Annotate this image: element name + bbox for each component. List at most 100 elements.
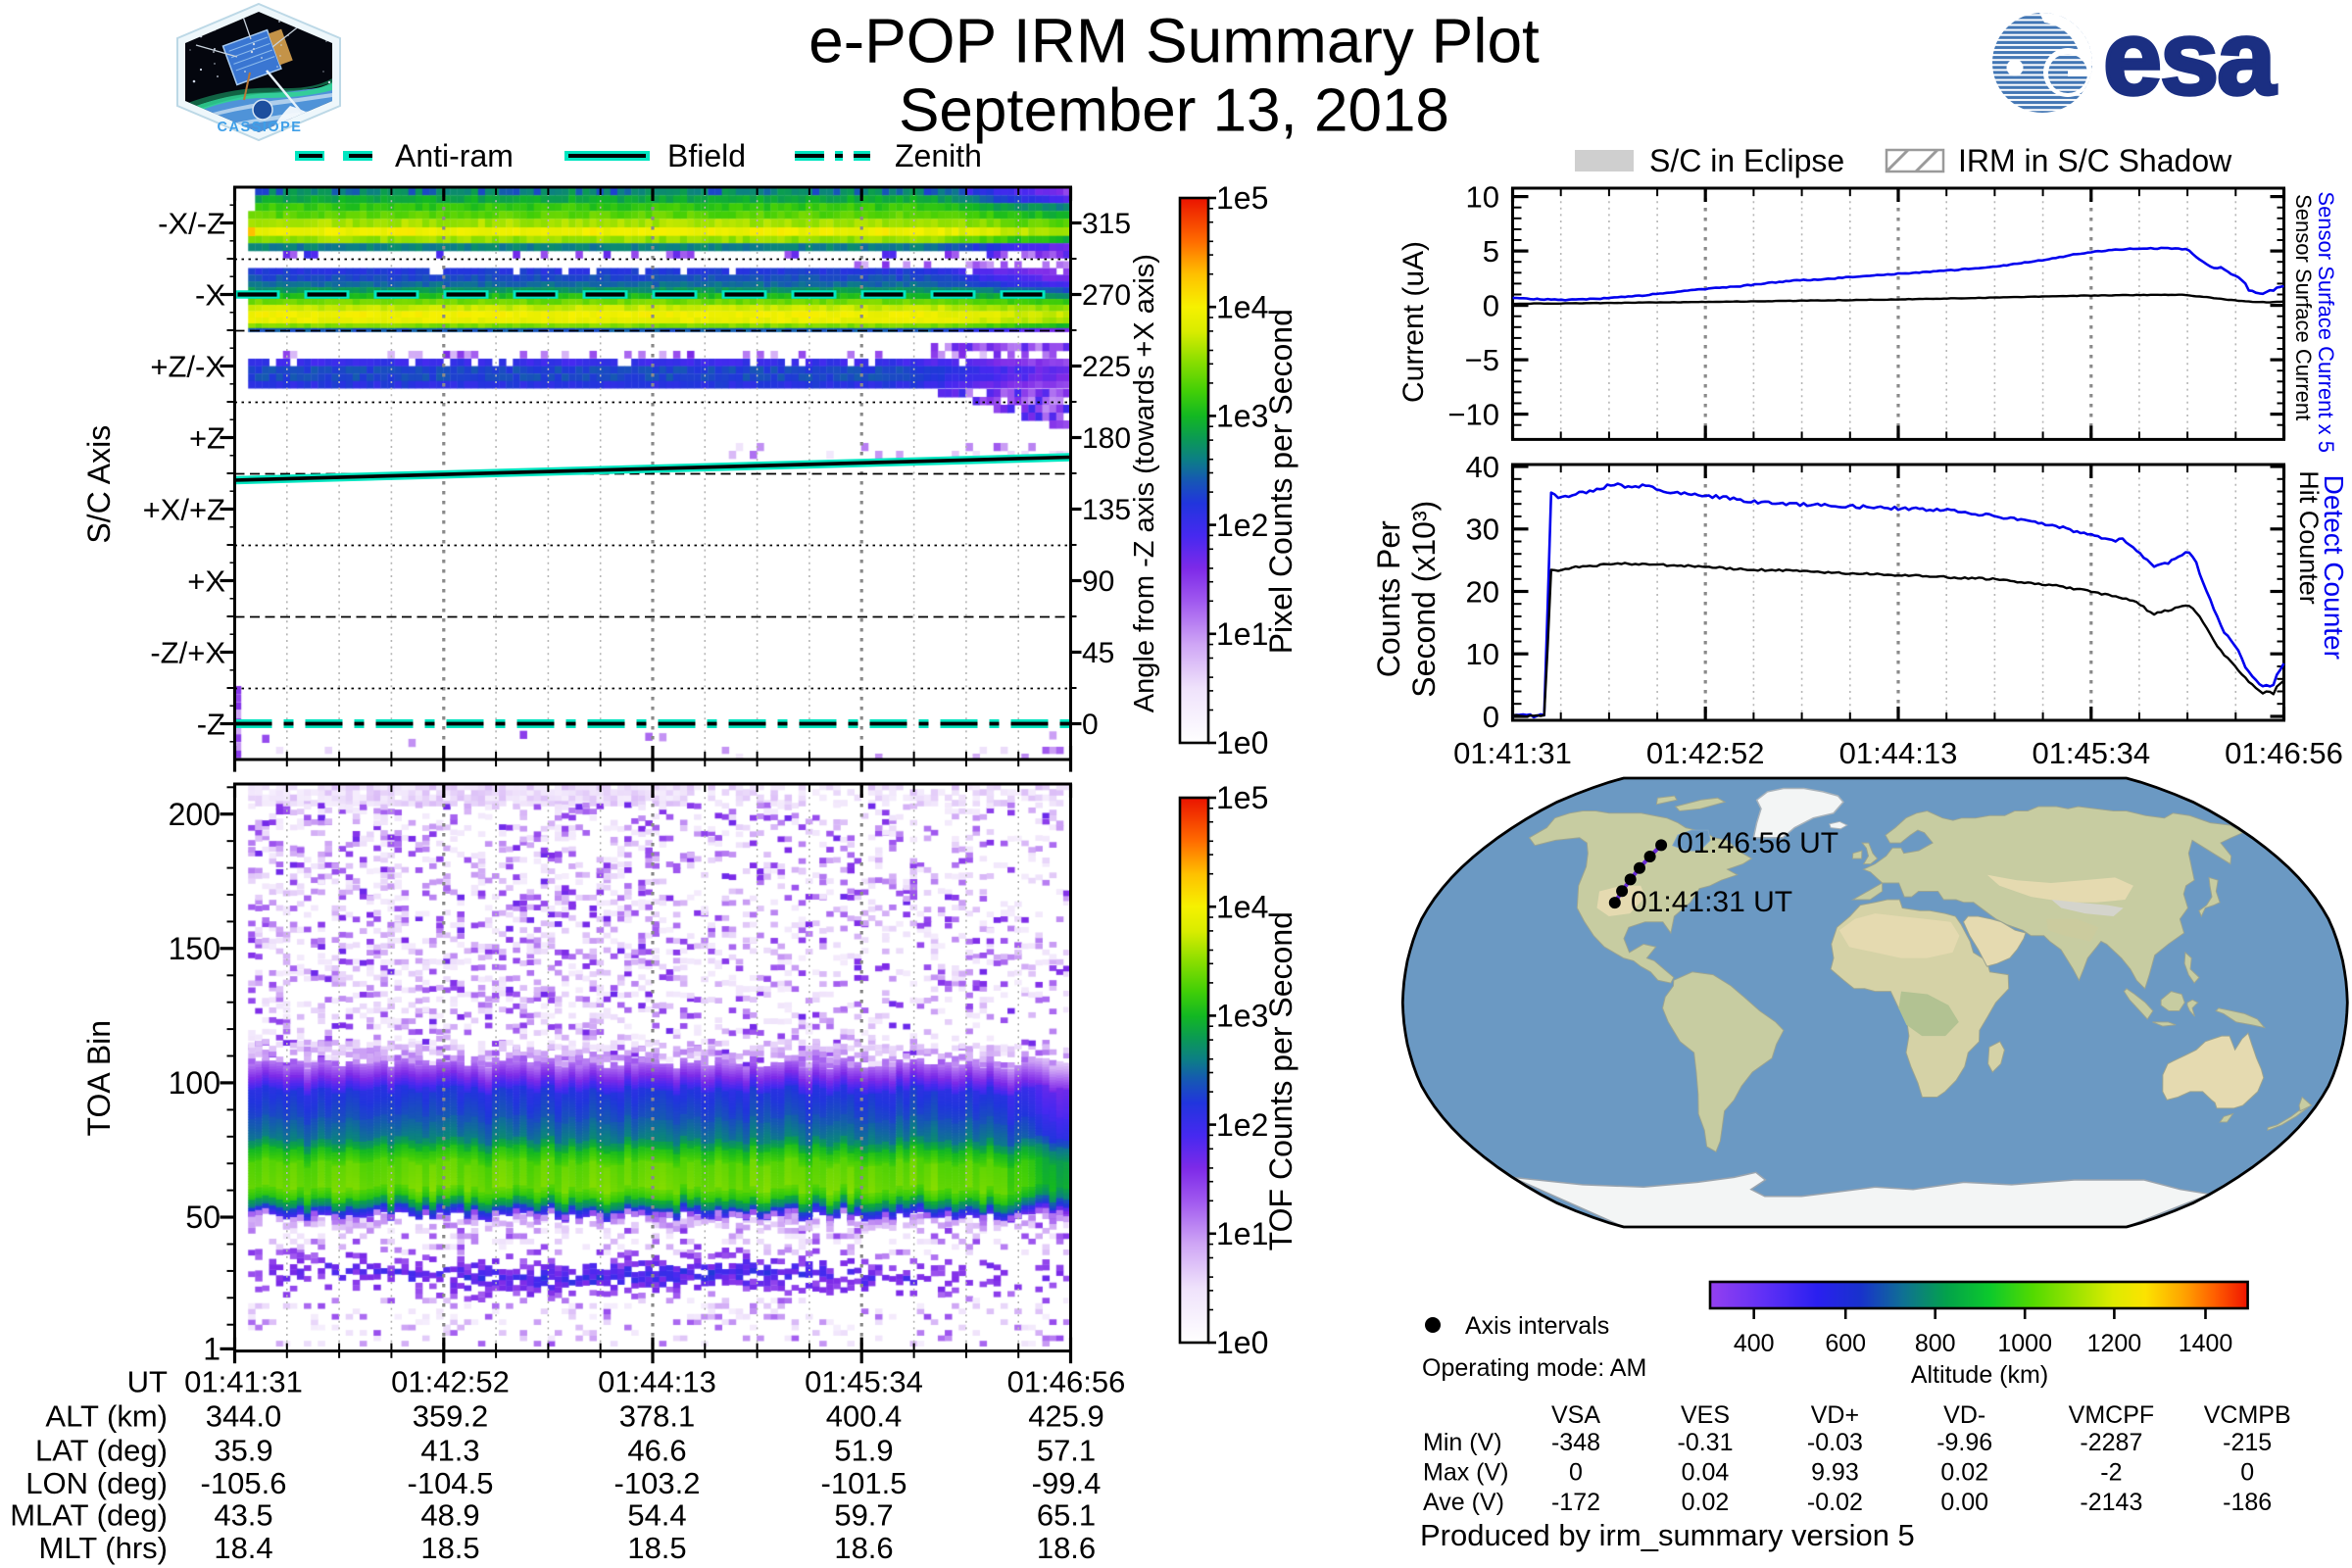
svg-text:ALT (km): ALT (km): [45, 1398, 168, 1433]
svg-text:VD-: VD-: [1943, 1401, 1985, 1429]
svg-text:Altitude (km): Altitude (km): [1911, 1361, 2048, 1389]
svg-text:Operating mode: AM: Operating mode: AM: [1422, 1354, 1646, 1382]
svg-text:01:46:56: 01:46:56: [1007, 1364, 1126, 1398]
svg-text:48.9: 48.9: [420, 1497, 479, 1532]
svg-text:September 13, 2018: September 13, 2018: [899, 77, 1449, 145]
svg-text:59.7: 59.7: [834, 1497, 893, 1532]
svg-text:-Z/+X: -Z/+X: [150, 635, 225, 669]
svg-text:Pixel Counts per Second: Pixel Counts per Second: [1263, 309, 1298, 654]
svg-text:IRM in S/C Shadow: IRM in S/C Shadow: [1958, 143, 2232, 178]
svg-text:-215: -215: [2223, 1429, 2272, 1456]
svg-text:+Z: +Z: [189, 420, 225, 455]
svg-text:0: 0: [2240, 1458, 2254, 1486]
svg-text:Current (uA): Current (uA): [1397, 241, 1430, 403]
svg-text:-99.4: -99.4: [1032, 1466, 1102, 1500]
svg-text:1000: 1000: [1997, 1330, 2052, 1357]
svg-text:18.5: 18.5: [627, 1531, 686, 1565]
svg-text:18.5: 18.5: [420, 1531, 479, 1565]
svg-text:10: 10: [1466, 180, 1499, 215]
svg-text:TOA Bin: TOA Bin: [81, 1020, 117, 1137]
svg-text:135: 135: [1082, 494, 1131, 526]
svg-text:54.4: 54.4: [627, 1497, 686, 1532]
svg-text:+X: +X: [187, 564, 225, 598]
svg-text:270: 270: [1082, 279, 1131, 312]
svg-text:57.1: 57.1: [1037, 1433, 1096, 1467]
svg-text:-101.5: -101.5: [821, 1466, 907, 1500]
svg-text:1400: 1400: [2179, 1330, 2233, 1357]
svg-text:9.93: 9.93: [1811, 1458, 1859, 1486]
svg-text:-186: -186: [2223, 1489, 2272, 1516]
svg-text:VD+: VD+: [1811, 1401, 1859, 1429]
svg-text:1e5: 1e5: [1216, 780, 1268, 815]
svg-text:600: 600: [1825, 1330, 1866, 1357]
svg-text:1e4: 1e4: [1216, 289, 1268, 324]
svg-text:50: 50: [185, 1200, 220, 1235]
svg-text:Max (V): Max (V): [1423, 1458, 1509, 1486]
svg-text:01:46:56 UT: 01:46:56 UT: [1677, 827, 1838, 859]
svg-text:01:44:13: 01:44:13: [1839, 736, 1958, 770]
svg-text:Angle from -Z axis (towards +X: Angle from -Z axis (towards +X axis): [1129, 254, 1160, 712]
svg-text:20: 20: [1466, 574, 1499, 609]
svg-text:1e0: 1e0: [1216, 725, 1268, 760]
svg-text:MLAT (deg): MLAT (deg): [10, 1497, 168, 1532]
svg-text:Sensor Surface Current x 5: Sensor Surface Current x 5: [2314, 191, 2338, 453]
svg-text:0: 0: [1483, 289, 1499, 323]
svg-text:1e1: 1e1: [1216, 616, 1268, 652]
svg-text:10: 10: [1466, 637, 1499, 671]
svg-text:Counts Per: Counts Per: [1371, 520, 1406, 677]
svg-text:−5: −5: [1465, 343, 1499, 377]
svg-text:+Z/-X: +Z/-X: [150, 349, 225, 383]
svg-text:400.4: 400.4: [826, 1398, 903, 1433]
svg-text:-2: -2: [2100, 1458, 2122, 1486]
svg-text:01:45:34: 01:45:34: [2032, 736, 2150, 770]
svg-text:VSA: VSA: [1551, 1401, 1600, 1429]
svg-text:5: 5: [1483, 234, 1499, 269]
svg-text:800: 800: [1915, 1330, 1956, 1357]
svg-text:UT: UT: [127, 1364, 168, 1398]
svg-text:0: 0: [1483, 700, 1499, 734]
svg-text:01:44:13: 01:44:13: [598, 1364, 716, 1398]
svg-text:Ave (V): Ave (V): [1423, 1489, 1504, 1516]
svg-text:41.3: 41.3: [420, 1433, 479, 1467]
svg-text:VES: VES: [1681, 1401, 1730, 1429]
svg-text:S/C Axis: S/C Axis: [81, 425, 117, 544]
svg-text:-103.2: -103.2: [614, 1466, 701, 1500]
svg-text:43.5: 43.5: [214, 1497, 272, 1532]
svg-text:-Z: -Z: [197, 707, 225, 741]
svg-text:01:41:31: 01:41:31: [184, 1364, 303, 1398]
svg-text:-X: -X: [195, 277, 225, 312]
svg-text:1e5: 1e5: [1216, 180, 1268, 216]
svg-text:Anti-ram: Anti-ram: [395, 138, 514, 173]
svg-text:CASSIOPE: CASSIOPE: [218, 120, 303, 135]
svg-text:-348: -348: [1551, 1429, 1600, 1456]
svg-text:-104.5: -104.5: [408, 1466, 494, 1500]
svg-text:-172: -172: [1551, 1489, 1600, 1516]
svg-text:LAT (deg): LAT (deg): [35, 1433, 168, 1467]
svg-text:1200: 1200: [2087, 1330, 2142, 1357]
svg-text:−10: −10: [1447, 398, 1499, 432]
svg-text:Sensor Surface Current: Sensor Surface Current: [2291, 194, 2316, 420]
svg-text:225: 225: [1082, 351, 1131, 383]
svg-text:-0.02: -0.02: [1807, 1489, 1863, 1516]
svg-text:+X/+Z: +X/+Z: [143, 492, 225, 526]
svg-text:344.0: 344.0: [206, 1398, 282, 1433]
svg-text:Axis intervals: Axis intervals: [1465, 1312, 1609, 1340]
svg-text:18.6: 18.6: [1037, 1531, 1096, 1565]
svg-text:400: 400: [1734, 1330, 1775, 1357]
svg-text:30: 30: [1466, 513, 1499, 547]
svg-text:01:45:34: 01:45:34: [805, 1364, 923, 1398]
svg-text:90: 90: [1082, 565, 1114, 598]
svg-text:-X/-Z: -X/-Z: [158, 206, 225, 240]
svg-text:315: 315: [1082, 208, 1131, 240]
svg-text:0.02: 0.02: [1940, 1458, 1988, 1486]
svg-text:425.9: 425.9: [1028, 1398, 1104, 1433]
svg-text:TOF Counts per Second: TOF Counts per Second: [1263, 911, 1298, 1250]
svg-text:46.6: 46.6: [627, 1433, 686, 1467]
svg-text:0: 0: [1082, 709, 1099, 741]
svg-text:VMCPF: VMCPF: [2069, 1401, 2155, 1429]
svg-text:0.00: 0.00: [1940, 1489, 1988, 1516]
svg-text:359.2: 359.2: [413, 1398, 489, 1433]
svg-text:-0.31: -0.31: [1678, 1429, 1734, 1456]
svg-text:0.02: 0.02: [1682, 1489, 1730, 1516]
svg-text:-105.6: -105.6: [201, 1466, 287, 1500]
